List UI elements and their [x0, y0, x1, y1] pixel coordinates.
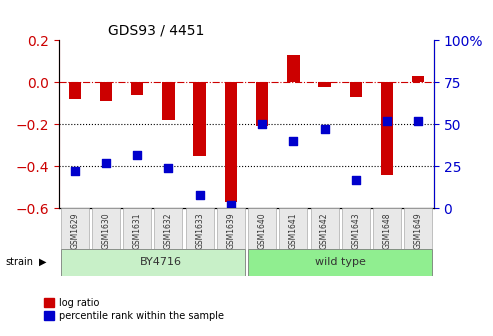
FancyBboxPatch shape [311, 208, 339, 249]
Point [289, 138, 297, 144]
Text: GSM1630: GSM1630 [102, 212, 110, 249]
Point [196, 192, 204, 198]
Text: GSM1632: GSM1632 [164, 212, 173, 249]
Text: GDS93 / 4451: GDS93 / 4451 [108, 24, 205, 38]
Text: strain: strain [5, 257, 33, 267]
Text: ▶: ▶ [39, 257, 47, 267]
Bar [287, 55, 300, 82]
Text: GSM1641: GSM1641 [289, 212, 298, 249]
FancyBboxPatch shape [61, 208, 89, 249]
Bar [256, 82, 268, 126]
Point [227, 202, 235, 208]
FancyBboxPatch shape [279, 208, 308, 249]
FancyBboxPatch shape [154, 208, 182, 249]
Text: BY4716: BY4716 [140, 257, 181, 267]
Bar [381, 82, 393, 175]
Point [133, 152, 141, 157]
Text: wild type: wild type [315, 257, 366, 267]
Text: GSM1642: GSM1642 [320, 212, 329, 249]
Bar [350, 82, 362, 97]
Bar [193, 82, 206, 156]
Text: GSM1643: GSM1643 [352, 212, 360, 249]
Point [165, 165, 173, 171]
FancyBboxPatch shape [61, 249, 245, 276]
Point [258, 122, 266, 127]
Point [102, 160, 110, 166]
FancyBboxPatch shape [404, 208, 432, 249]
Text: GSM1633: GSM1633 [195, 212, 204, 249]
Point [414, 118, 422, 124]
Bar [225, 82, 237, 202]
Legend: log ratio, percentile rank within the sample: log ratio, percentile rank within the sa… [44, 298, 224, 321]
FancyBboxPatch shape [217, 208, 245, 249]
Text: GSM1631: GSM1631 [133, 212, 141, 249]
Point [320, 127, 328, 132]
Bar [131, 82, 143, 95]
Bar [162, 82, 175, 120]
Point [71, 169, 79, 174]
FancyBboxPatch shape [342, 208, 370, 249]
FancyBboxPatch shape [92, 208, 120, 249]
FancyBboxPatch shape [248, 208, 276, 249]
Text: GSM1649: GSM1649 [414, 212, 423, 249]
Point [383, 118, 391, 124]
FancyBboxPatch shape [185, 208, 213, 249]
Text: GSM1639: GSM1639 [226, 212, 235, 249]
Point [352, 177, 360, 182]
Bar [318, 82, 331, 86]
Bar [69, 82, 81, 99]
Text: GSM1629: GSM1629 [70, 212, 79, 249]
Bar [412, 76, 424, 82]
Text: GSM1640: GSM1640 [258, 212, 267, 249]
Text: GSM1648: GSM1648 [383, 212, 391, 249]
Bar [100, 82, 112, 101]
FancyBboxPatch shape [373, 208, 401, 249]
FancyBboxPatch shape [123, 208, 151, 249]
FancyBboxPatch shape [248, 249, 432, 276]
